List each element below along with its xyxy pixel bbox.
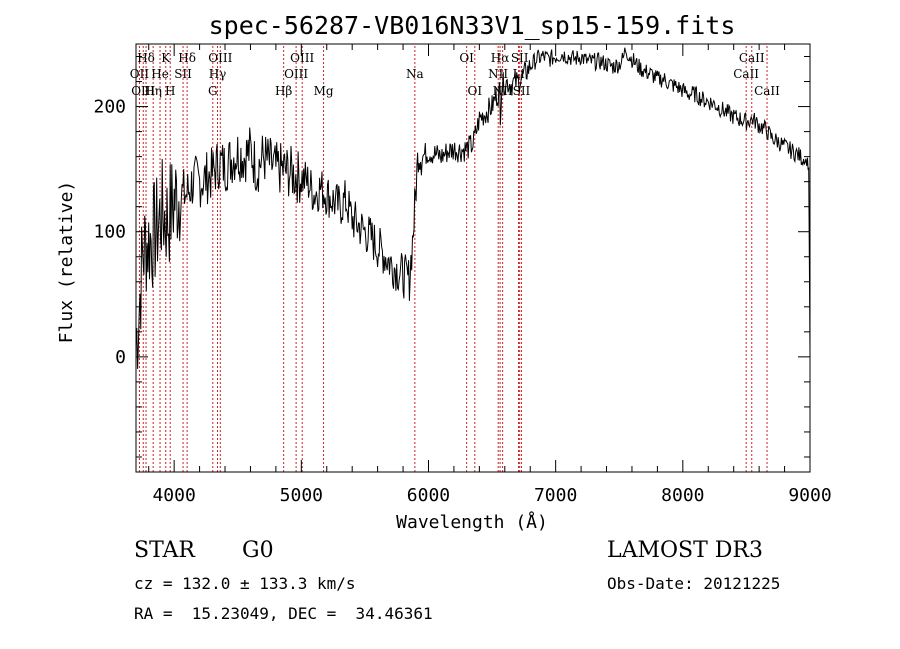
line-label: SII [513,84,531,98]
line-label: Mg [314,84,334,98]
line-label: Na [406,67,424,81]
y-axis-ticks: 0 100 200 [93,56,810,458]
survey-name: LAMOST DR3 [607,538,763,563]
line-label: OI [467,84,482,98]
y-tick-label: 100 [93,222,126,243]
line-label: SII [511,51,529,65]
x-tick-label: 5000 [280,485,323,506]
line-label: CaII [733,67,759,81]
line-label: Hη [144,84,162,98]
spectrum-chart: spec-56287-VB016N33V1_sp15-159.fits Hδ OI… [56,11,832,533]
line-label: CaII [754,84,780,98]
line-label: Hβ [275,84,292,98]
line-label: He [151,67,169,81]
plot-frame [135,43,811,473]
y-tick-label: 0 [115,347,126,368]
line-label: CaII [739,51,765,65]
line-labels: Hδ OII OIII K He Hη SII H Hδ OIII Hγ G OIII OIII Hβ Mg N… [130,51,780,98]
line-label: Hγ [209,67,227,81]
line-label: K [161,51,171,65]
line-label: Hδ [178,51,196,65]
x-tick-label: 8000 [661,485,704,506]
y-axis-label: Flux (relative) [56,181,77,344]
object-class: STAR [134,538,195,563]
object-subclass: G0 [242,538,274,563]
x-tick-label: 9000 [788,485,831,506]
line-label: Hδ [137,51,155,65]
line-label: OII [130,67,150,81]
x-axis-label: Wavelength (Å) [396,511,548,533]
x-tick-label: 4000 [152,485,195,506]
line-label: OIII [290,51,314,65]
line-label: NII [488,67,508,81]
chart-title: spec-56287-VB016N33V1_sp15-159.fits [209,11,736,40]
line-label: OIII [284,67,308,81]
line-label: OIII [208,51,232,65]
line-label: Hα [491,51,510,65]
coordinates: RA = 15.23049, DEC = 34.46361 [134,604,433,623]
x-axis-ticks: 4000 5000 6000 7000 8000 9000 [148,44,832,506]
observation-date: Obs-Date: 20121225 [607,574,781,593]
x-tick-label: 6000 [407,485,450,506]
line-markers [138,46,768,472]
line-label: SII [174,67,192,81]
line-label: OIII [131,84,155,98]
line-label: H [165,84,175,98]
line-label: Li [513,67,525,81]
y-tick-label: 200 [93,97,126,118]
line-label: OI [459,51,474,65]
spectrum-line [135,47,811,369]
redshift-velocity: cz = 132.0 ± 133.3 km/s [134,574,356,593]
x-tick-label: 7000 [534,485,577,506]
line-label: G [208,84,218,98]
